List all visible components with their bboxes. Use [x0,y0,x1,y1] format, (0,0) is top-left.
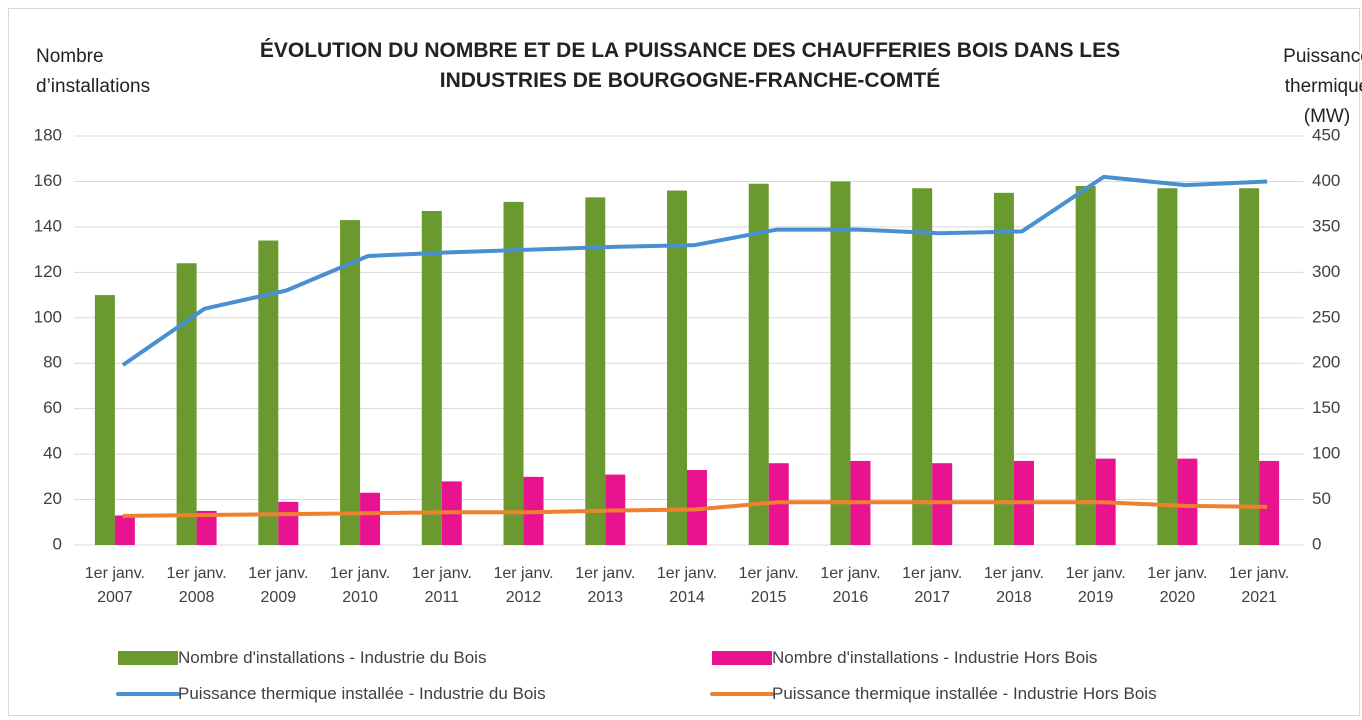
y2-tick-label: 450 [1312,125,1340,144]
y2-tick-label: 50 [1312,489,1331,508]
y-tick-label: 80 [43,353,62,372]
x-tick-label: 1er janv. 2008 [166,565,227,606]
y-tick-label: 140 [34,216,62,235]
x-tick-label: 1er janv. 2011 [411,565,472,606]
x-tick-label: 1er janv. 2020 [1147,565,1208,606]
y2-tick-label: 0 [1312,534,1321,553]
x-tick-label: 1er janv. 2021 [1229,565,1290,606]
bar [94,295,115,545]
y-tick-label: 180 [34,125,62,144]
bar [176,263,197,545]
bar [114,515,135,545]
y-tick-label: 100 [34,307,62,326]
bar [667,190,687,546]
legend-label: Puissance thermique installée - Industri… [772,684,1157,703]
bar [748,183,769,545]
y-tick-label: 120 [34,262,62,281]
legend-swatch [712,651,772,665]
x-tick-label: 1er janv. 2014 [656,565,718,606]
x-tick-label: 1er janv. 2016 [820,565,881,606]
bar [585,197,606,545]
bar [1177,458,1198,545]
bar [360,492,381,545]
x-tick-label: 1er janv. 2007 [84,565,145,606]
legend-label: Puissance thermique installée - Industri… [178,684,546,703]
bar [993,192,1014,546]
y-axis-label: Nombre d’installations [36,46,151,97]
bar [1239,188,1260,545]
bar [830,181,851,545]
y2-tick-label: 300 [1312,262,1340,281]
legend-label: Nombre d'installations - Industrie du Bo… [178,648,487,667]
bar [912,188,933,545]
bar [1157,188,1178,545]
x-tick-label: 1er janv. 2015 [738,565,799,606]
bar [278,501,299,545]
y-tick-label: 0 [53,534,62,553]
bar [1075,185,1096,545]
x-tick-label: 1er janv. 2017 [902,565,963,606]
x-tick-label: 1er janv. 2009 [248,565,309,606]
y-tick-label: 60 [43,398,62,417]
legend-swatch [118,651,178,665]
y2-tick-label: 350 [1312,216,1340,235]
line-series [122,500,1268,518]
y2-axis-label: Puissance thermique (MW) [1283,46,1362,127]
x-tick-label: 1er janv. 2018 [983,565,1045,606]
bar [421,210,442,545]
x-tick-label: 1er janv. 2012 [493,565,554,606]
y-tick-label: 40 [43,444,62,463]
x-tick-label: 1er janv. 2010 [329,565,391,606]
bar [503,201,524,545]
y-tick-label: 160 [34,171,62,190]
y2-tick-label: 250 [1312,307,1340,326]
bar [340,220,361,546]
y-tick-label: 20 [43,489,62,508]
x-tick-label: 1er janv. 2019 [1065,565,1126,606]
line-series [121,174,1268,367]
y2-tick-label: 400 [1312,171,1340,190]
chart-title: ÉVOLUTION DU NOMBRE ET DE LA PUISSANCE D… [259,39,1121,92]
y2-tick-label: 150 [1312,398,1340,417]
bar [1259,460,1280,545]
legend-label: Nombre d'installations - Industrie Hors … [772,648,1098,667]
bar [196,510,217,545]
x-tick-label: 1er janv. 2013 [575,565,636,606]
chart-frame [8,8,1360,716]
y2-tick-label: 200 [1312,353,1340,372]
y2-tick-label: 100 [1312,444,1340,463]
bar [258,240,279,545]
